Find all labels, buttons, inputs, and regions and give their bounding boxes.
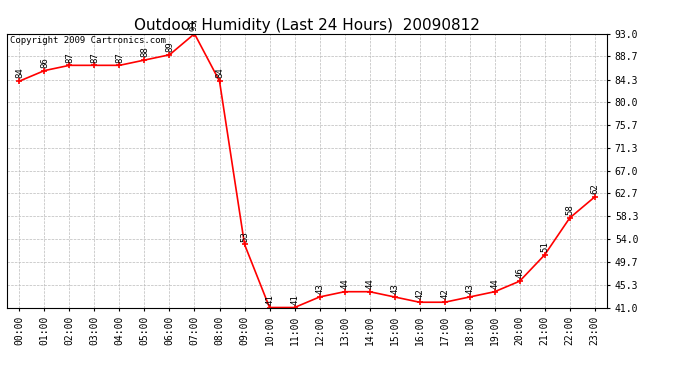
Text: 42: 42 [440,289,449,300]
Text: 43: 43 [390,284,399,294]
Text: 93: 93 [190,20,199,31]
Title: Outdoor Humidity (Last 24 Hours)  20090812: Outdoor Humidity (Last 24 Hours) 2009081… [134,18,480,33]
Text: 62: 62 [590,183,599,194]
Text: 44: 44 [340,278,349,289]
Text: 44: 44 [365,278,374,289]
Text: 58: 58 [565,204,574,215]
Text: 44: 44 [490,278,499,289]
Text: 51: 51 [540,242,549,252]
Text: 53: 53 [240,231,249,242]
Text: 87: 87 [90,52,99,63]
Text: 43: 43 [315,284,324,294]
Text: 43: 43 [465,284,474,294]
Text: 87: 87 [65,52,74,63]
Text: 87: 87 [115,52,124,63]
Text: 89: 89 [165,41,174,52]
Text: 46: 46 [515,268,524,278]
Text: 84: 84 [15,68,24,78]
Text: 88: 88 [140,46,149,57]
Text: Copyright 2009 Cartronics.com: Copyright 2009 Cartronics.com [10,36,166,45]
Text: 86: 86 [40,57,49,68]
Text: 41: 41 [265,294,274,305]
Text: 84: 84 [215,68,224,78]
Text: 42: 42 [415,289,424,300]
Text: 41: 41 [290,294,299,305]
